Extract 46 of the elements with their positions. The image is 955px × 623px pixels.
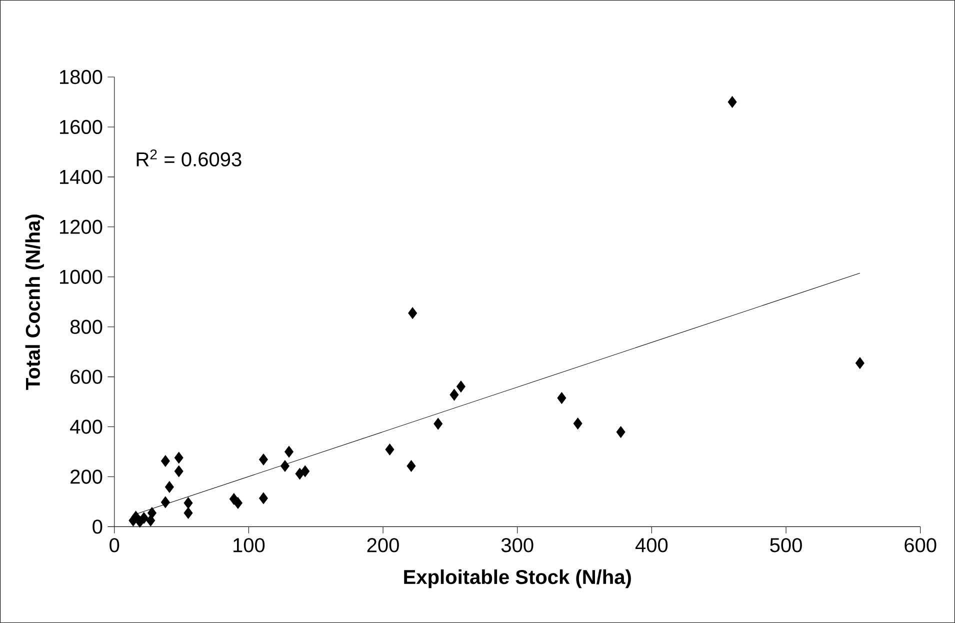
point xyxy=(164,481,174,493)
x-tick-label: 100 xyxy=(234,538,265,552)
point xyxy=(233,497,242,509)
point xyxy=(259,454,268,466)
point xyxy=(456,380,466,392)
point xyxy=(728,96,737,108)
point xyxy=(616,426,626,438)
point xyxy=(450,388,459,401)
point xyxy=(259,492,268,504)
point xyxy=(184,497,193,509)
point xyxy=(855,357,864,369)
point xyxy=(174,452,184,464)
x-tick-label: 300 xyxy=(501,538,534,552)
point xyxy=(174,465,184,478)
point xyxy=(573,418,582,430)
y-tick-label: 1400 xyxy=(60,170,102,184)
point xyxy=(184,507,193,519)
y-tick-label: 800 xyxy=(70,320,102,334)
y-axis-title: Total Cocnh (N/ha) xyxy=(25,214,44,390)
point xyxy=(284,446,294,458)
point xyxy=(385,444,394,456)
point xyxy=(557,392,566,404)
x-tick-label: 200 xyxy=(367,538,399,552)
point xyxy=(408,307,418,319)
annotation: R$^{2}$ = 0.6093 xyxy=(136,149,242,166)
point xyxy=(139,512,148,524)
point xyxy=(300,465,310,478)
x-tick-label: 600 xyxy=(904,538,936,552)
y-tick-label: 0 xyxy=(92,520,102,534)
x-tick-label: 500 xyxy=(770,538,802,552)
point xyxy=(160,496,170,508)
point xyxy=(160,455,170,467)
point xyxy=(406,460,416,472)
x-tick-label: 0 xyxy=(110,538,120,552)
y-tick-label: 1000 xyxy=(60,270,102,284)
point xyxy=(148,507,156,519)
x-tick-label: 400 xyxy=(635,538,668,552)
y-tick-label: 600 xyxy=(70,370,102,384)
y-tick-label: 1200 xyxy=(60,220,102,234)
x-axis-title: Exploitable Stock (N/ha) xyxy=(404,569,631,588)
point xyxy=(434,418,443,430)
y-tick-label: 1600 xyxy=(60,120,102,134)
point xyxy=(280,460,290,472)
y-tick-label: 1800 xyxy=(60,70,102,84)
y-tick-label: 200 xyxy=(70,470,102,484)
y-tick-label: 400 xyxy=(70,420,102,434)
